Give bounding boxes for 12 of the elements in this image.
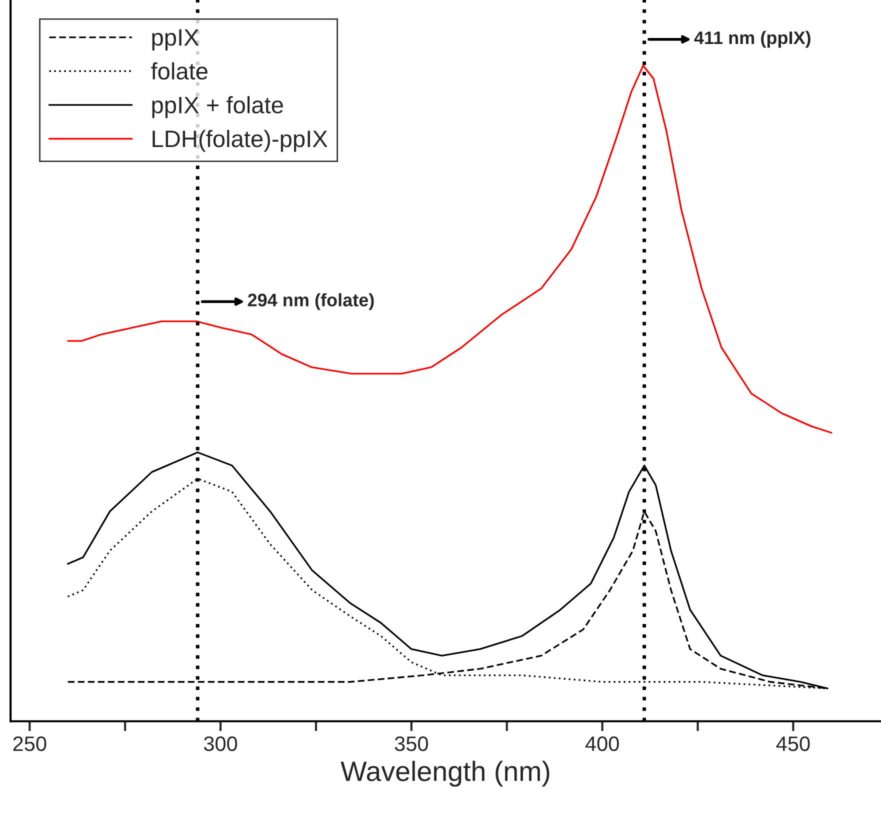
x-tick-label: 350 (394, 736, 428, 752)
legend-label: LDH(folate)-ppIX (152, 130, 328, 152)
legend-label: ppIX + folate (152, 96, 283, 118)
x-tick-label: 450 (776, 736, 810, 752)
legend-label: folate (151, 62, 208, 80)
x-axis-title: Wavelength (nm) (340, 760, 550, 787)
x-tick-label: 400 (585, 736, 619, 752)
legend-label: ppIX (152, 29, 199, 50)
x-tick-label: 300 (204, 736, 238, 752)
ref-line-label: 294 nm (folate) (248, 293, 374, 310)
ref-line-label: 411 nm (ppIX) (694, 30, 810, 48)
x-tick-label: 250 (13, 736, 46, 752)
